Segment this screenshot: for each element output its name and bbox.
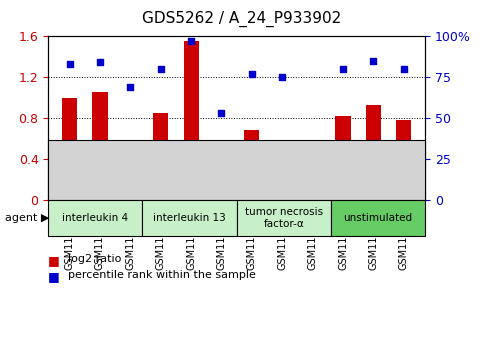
Bar — [153, 113, 168, 200]
Point — [278, 74, 286, 80]
Text: tumor necrosis
factor-α: tumor necrosis factor-α — [245, 207, 323, 229]
Text: unstimulated: unstimulated — [343, 213, 412, 223]
Bar — [275, 140, 290, 200]
Point — [248, 71, 256, 77]
Point — [339, 66, 347, 72]
Point — [218, 110, 226, 116]
Bar — [366, 105, 381, 200]
Bar — [184, 41, 199, 200]
Text: percentile rank within the sample: percentile rank within the sample — [68, 270, 256, 281]
Point — [400, 66, 408, 72]
Bar — [123, 157, 138, 200]
Point — [187, 38, 195, 44]
Text: log2 ratio: log2 ratio — [68, 254, 121, 264]
Bar — [396, 120, 412, 200]
Bar — [244, 130, 259, 200]
Point — [66, 61, 73, 67]
Point — [127, 84, 134, 90]
Point — [369, 58, 377, 64]
Bar — [92, 93, 108, 200]
Text: ■: ■ — [48, 270, 60, 284]
Text: ■: ■ — [48, 254, 60, 267]
Bar — [214, 169, 229, 200]
Text: GDS5262 / A_24_P933902: GDS5262 / A_24_P933902 — [142, 11, 341, 27]
Bar — [62, 98, 77, 200]
Bar — [335, 116, 351, 200]
Text: agent ▶: agent ▶ — [5, 213, 49, 223]
Point — [157, 66, 165, 72]
Text: interleukin 13: interleukin 13 — [153, 213, 226, 223]
Point — [96, 60, 104, 65]
Point — [309, 197, 316, 203]
Text: interleukin 4: interleukin 4 — [62, 213, 128, 223]
